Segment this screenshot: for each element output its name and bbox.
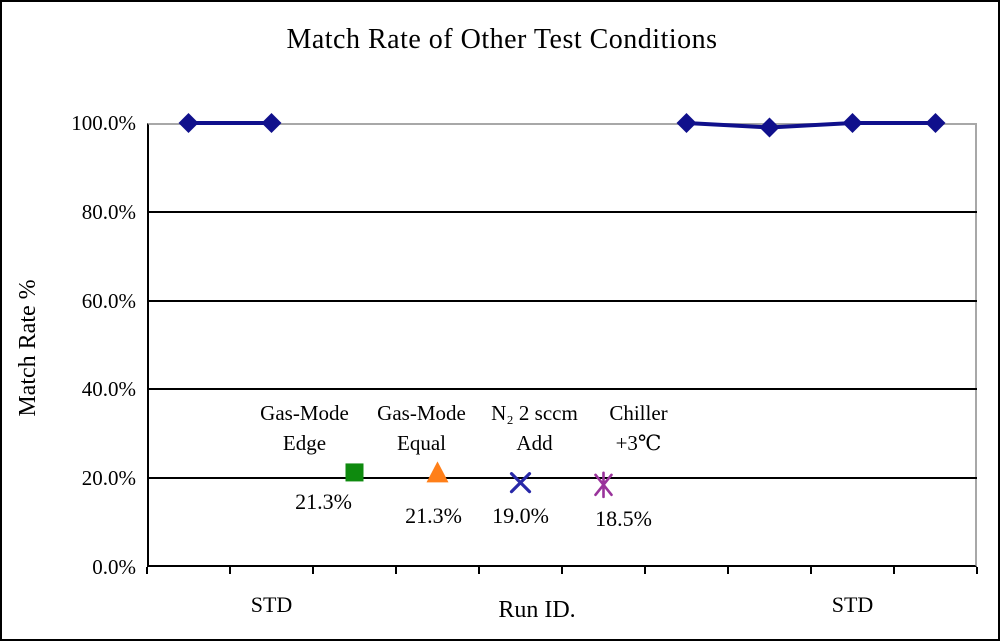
triangle-marker <box>426 461 449 483</box>
x-tick-mark <box>644 567 646 574</box>
x-marker <box>509 472 532 494</box>
condition-label: Chiller +3℃ <box>549 398 729 458</box>
condition-label-line: Gas-Mode <box>260 401 349 425</box>
gridline <box>147 210 977 213</box>
condition-label-line: Gas-Mode <box>377 401 466 425</box>
condition-label: Gas-Mode Edge <box>215 398 395 458</box>
y-tick-label: 60.0% <box>81 288 136 313</box>
plot-area <box>147 123 977 567</box>
gridline <box>147 299 977 302</box>
x-tick-mark <box>312 567 314 574</box>
diamond-marker <box>842 113 863 133</box>
value-label: 19.0% <box>492 503 549 528</box>
diamond-marker <box>676 113 697 133</box>
value-label: 21.3% <box>295 489 352 514</box>
x-tick-mark <box>810 567 812 574</box>
y-tick-label: 20.0% <box>81 466 136 491</box>
x-axis-title: Run ID. <box>498 597 576 623</box>
diamond-marker <box>261 113 282 133</box>
y-tick-label: 40.0% <box>81 377 136 402</box>
value-label: 21.3% <box>405 503 462 528</box>
condition-label-line: Equal <box>397 431 446 455</box>
chart-title: Match Rate of Other Test Conditions <box>286 24 718 55</box>
condition-label: N₂ 2 sccm Add <box>445 398 625 458</box>
condition-label-line: Edge <box>282 431 327 455</box>
x-category-label: STD <box>831 592 874 617</box>
x-tick-mark <box>561 567 563 574</box>
condition-label-line: Chiller <box>609 401 668 425</box>
square-marker <box>345 463 364 482</box>
gridline <box>147 388 977 391</box>
x-tick-mark <box>976 567 978 574</box>
series-line <box>686 121 936 130</box>
diamond-marker <box>759 117 780 138</box>
condition-label-line: N₂ 2 sccm <box>491 401 578 425</box>
y-tick-label: 0.0% <box>92 555 136 579</box>
gridline <box>147 477 977 480</box>
x-category-label: STD <box>250 592 293 617</box>
diamond-marker <box>178 113 199 133</box>
condition-label: Gas-Mode Equal <box>332 398 512 458</box>
y-tick-label: 100.0% <box>71 111 136 135</box>
condition-label-line: Add <box>516 431 553 455</box>
diamond-marker <box>925 113 946 133</box>
x-tick-mark <box>146 567 148 574</box>
x-tick-mark <box>229 567 231 574</box>
star-marker <box>594 471 613 499</box>
x-tick-mark <box>727 567 729 574</box>
value-label: 18.5% <box>595 506 652 531</box>
x-tick-mark <box>395 567 397 574</box>
x-tick-mark <box>893 567 895 574</box>
condition-label-line: +3℃ <box>615 431 662 455</box>
y-tick-label: 80.0% <box>81 199 136 224</box>
x-tick-mark <box>478 567 480 574</box>
